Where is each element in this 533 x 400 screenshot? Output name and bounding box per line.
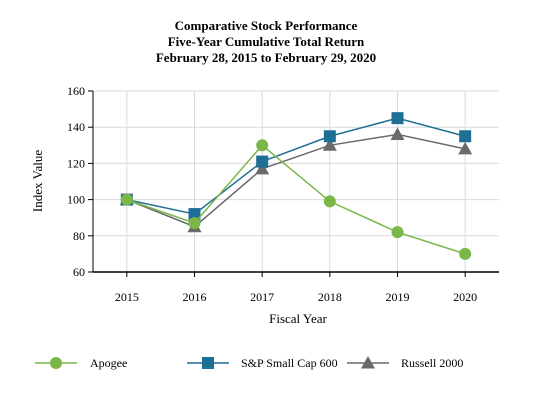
y-tick-label: 60 (73, 265, 85, 279)
x-tick-label: 2018 (318, 290, 342, 304)
x-tick-label: 2016 (183, 290, 207, 304)
x-tick-label: 2017 (250, 290, 274, 304)
series-layer (119, 112, 473, 260)
x-tick-label: 2020 (453, 290, 477, 304)
axes (88, 90, 499, 277)
legend-marker (202, 357, 214, 369)
data-point-apogee (256, 139, 269, 152)
data-point-russell-2000 (458, 141, 473, 155)
x-tick-label: 2015 (115, 290, 139, 304)
legend: Apogee S&P Small Cap 600 Russell 2000 (35, 356, 463, 370)
legend-item-s-p-small-cap-600: S&P Small Cap 600 (187, 356, 338, 370)
data-point-s-p-small-cap-600 (256, 155, 269, 168)
x-tick-label: 2019 (386, 290, 410, 304)
data-point-s-p-small-cap-600 (323, 130, 336, 143)
y-axis-label: Index Value (30, 150, 45, 212)
legend-label: S&P Small Cap 600 (241, 356, 338, 370)
legend-marker (361, 356, 375, 369)
series-russell-2000 (119, 127, 473, 233)
chart-title-line-3: February 28, 2015 to February 29, 2020 (156, 50, 376, 65)
data-point-russell-2000 (322, 138, 337, 151)
x-axis-label: Fiscal Year (269, 311, 327, 326)
series-s-p-small-cap-600 (120, 112, 472, 221)
data-point-apogee (459, 247, 472, 260)
legend-item-russell-2000: Russell 2000 (347, 356, 463, 370)
series-apogee (120, 139, 472, 260)
chart-title: Comparative Stock Performance Five-Year … (156, 18, 376, 65)
legend-item-apogee: Apogee (35, 356, 127, 370)
y-tick-label: 80 (73, 229, 85, 243)
legend-label: Apogee (90, 356, 127, 370)
y-tick-label: 100 (67, 193, 85, 207)
legend-marker (50, 357, 62, 369)
series-line-russell-2000 (126, 133, 466, 228)
grid (93, 90, 499, 272)
data-point-s-p-small-cap-600 (391, 112, 404, 125)
data-point-apogee (188, 217, 201, 230)
data-point-russell-2000 (255, 161, 270, 175)
data-point-s-p-small-cap-600 (188, 208, 201, 221)
y-tick-label: 160 (67, 84, 85, 98)
y-tick-label: 140 (67, 120, 85, 134)
series-line-s-p-small-cap-600 (126, 117, 466, 215)
legend-label: Russell 2000 (401, 356, 463, 370)
series-line-apogee (126, 144, 466, 255)
data-point-apogee (120, 193, 133, 206)
data-point-apogee (323, 195, 336, 208)
y-tick-labels: 60 80 100 120 140 160 (67, 84, 85, 279)
data-point-apogee (391, 226, 404, 239)
chart-title-line-2: Five-Year Cumulative Total Return (168, 34, 365, 49)
data-point-s-p-small-cap-600 (459, 130, 472, 143)
chart-title-line-1: Comparative Stock Performance (175, 18, 358, 33)
x-tick-labels: 2015 2016 2017 2018 2019 2020 (115, 290, 477, 304)
y-tick-label: 120 (67, 156, 85, 170)
data-point-russell-2000 (390, 127, 405, 140)
